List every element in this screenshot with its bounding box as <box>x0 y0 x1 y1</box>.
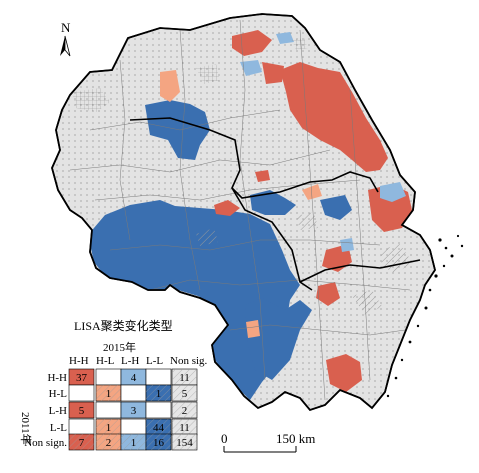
legend-title: LISA聚类变化类型 <box>74 318 173 333</box>
legend-cell-hatch <box>146 419 171 435</box>
legend-cell-count: 4 <box>131 372 137 384</box>
legend-cell <box>120 418 147 436</box>
legend-cell-hatch <box>146 434 171 450</box>
legend-cell-count: 1 <box>106 422 112 434</box>
legend: LISA聚类变化类型 2015年 2011年 H-H H-L L-H L-L Non s… <box>19 318 208 451</box>
legend-cell-count: 5 <box>182 388 188 400</box>
ll-zone-southwest <box>88 200 300 400</box>
legend-col-header: H-H <box>69 355 89 367</box>
legend-col-header: L-L <box>146 355 163 367</box>
legend-cell-count: 44 <box>153 422 165 434</box>
legend-cell-count: 5 <box>79 405 85 417</box>
legend-cell-hatch <box>172 419 197 435</box>
legend-row-year: 2011年 <box>19 412 33 445</box>
legend-row-header: L-H <box>49 405 67 417</box>
legend-cell-count: 2 <box>182 405 188 417</box>
legend-cell-count: 11 <box>179 422 190 434</box>
legend-cell-hatch <box>146 385 171 401</box>
legend-cell-count: 37 <box>76 372 88 384</box>
legend-cell-count: 154 <box>176 437 193 449</box>
scale-start-label: 0 <box>221 431 228 446</box>
legend-cell-count: 7 <box>79 437 85 449</box>
legend-cell <box>68 418 95 436</box>
scale-end-label: 150 km <box>276 431 315 446</box>
legend-cell-hatch <box>69 434 94 450</box>
north-arrow-icon <box>60 35 71 57</box>
legend-cell-hatch <box>121 434 146 450</box>
legend-col-header: H-L <box>96 355 115 367</box>
legend-col-header: Non sig. <box>170 355 208 367</box>
legend-cell <box>120 384 147 402</box>
legend-cell <box>145 368 172 386</box>
legend-row-header: H-H <box>47 372 67 384</box>
legend-cell-count: 16 <box>153 437 165 449</box>
legend-cell <box>145 401 172 419</box>
legend-cell-hatch <box>96 434 121 450</box>
legend-cell <box>68 384 95 402</box>
legend-col-year: 2015年 <box>103 340 136 354</box>
legend-cell-count: 1 <box>106 388 112 400</box>
legend-cell-hatch <box>96 419 121 435</box>
legend-cell <box>95 368 122 386</box>
legend-cell-hatch <box>172 385 197 401</box>
legend-cell-count: 11 <box>179 372 190 384</box>
legend-cell-hatch <box>96 385 121 401</box>
legend-row-header: Non sign. <box>24 437 67 449</box>
legend-cell-hatch <box>172 402 197 418</box>
scale-bar <box>223 446 297 453</box>
legend-cell-count: 1 <box>131 437 137 449</box>
legend-cell-count: 2 <box>106 437 112 449</box>
legend-cell-hatch <box>172 369 197 385</box>
coastal-islands <box>386 234 464 398</box>
ll-zone-central <box>145 100 210 160</box>
legend-cell <box>68 401 95 419</box>
legend-cell <box>95 401 122 419</box>
legend-cell-count: 1 <box>156 388 162 400</box>
legend-row-header: L-L <box>50 422 67 434</box>
legend-col-header: L-H <box>121 355 139 367</box>
lh-zone <box>240 60 262 76</box>
hl-zone <box>160 70 180 102</box>
legend-cell-hatch <box>172 434 197 450</box>
legend-row-header: H-L <box>49 388 68 400</box>
north-label: N <box>61 20 71 35</box>
hh-zone-east <box>280 62 388 172</box>
legend-cell-count: 3 <box>131 405 137 417</box>
